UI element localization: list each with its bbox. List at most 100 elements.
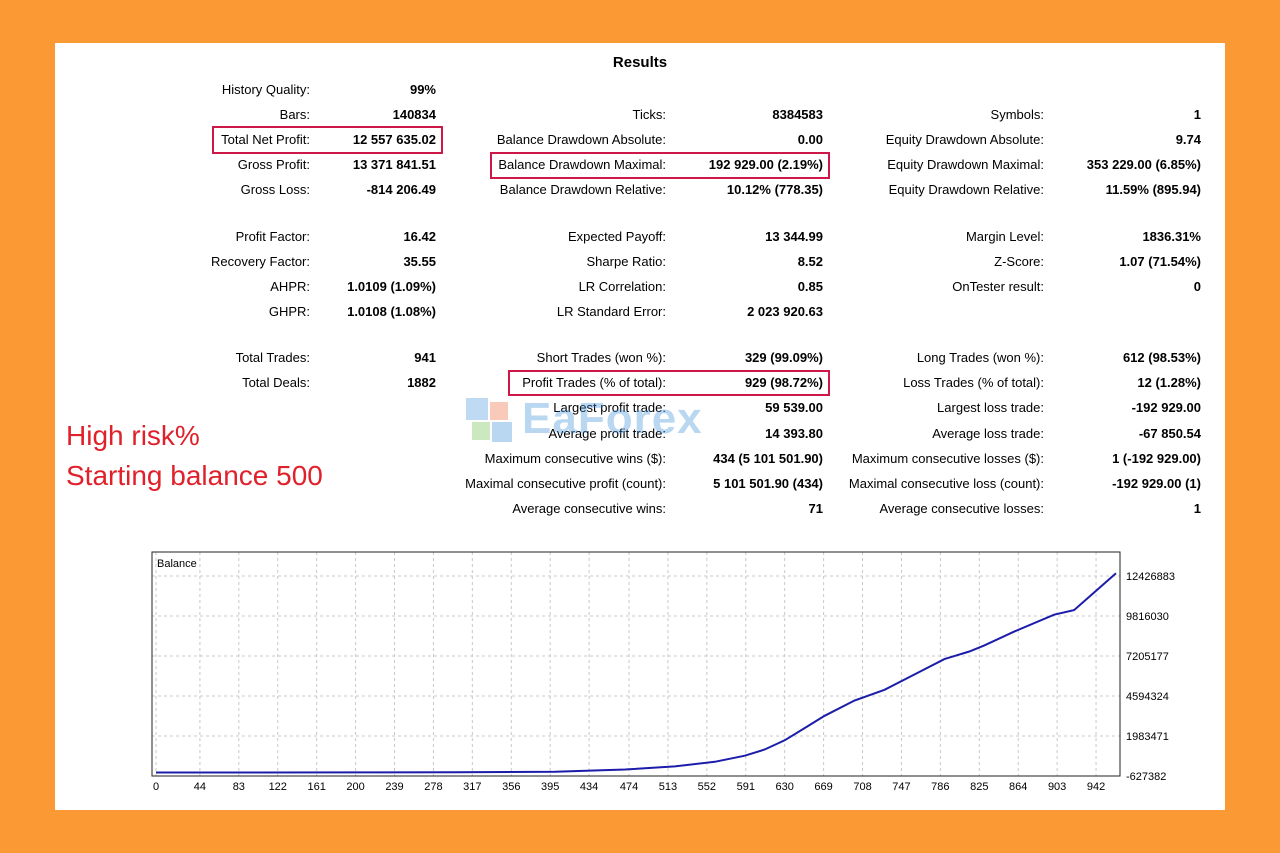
col2-label-10: Largest profit trade:	[553, 400, 666, 415]
col2-label-13: Maximal consecutive profit (count):	[465, 476, 666, 491]
x-tick-label: 708	[853, 781, 871, 793]
col1-label-10: Total Deals:	[242, 375, 310, 390]
col2-label-11: Average profit trade:	[548, 426, 666, 441]
x-tick-label: 747	[892, 781, 910, 793]
col2-value-2: 192 929.00 (2.19%)	[708, 157, 823, 172]
y-tick-label: -627382	[1126, 771, 1166, 783]
col3-label-8: Loss Trades (% of total):	[903, 375, 1044, 390]
col1-label-7: AHPR:	[270, 279, 310, 294]
col2-label-3: Balance Drawdown Relative:	[499, 182, 666, 197]
x-tick-label: 395	[541, 781, 559, 793]
col2-value-14: 71	[808, 501, 823, 516]
chart-title: Balance	[157, 558, 197, 570]
x-tick-label: 83	[233, 781, 245, 793]
col2-label-1: Balance Drawdown Absolute:	[496, 132, 666, 147]
watermark-text: EaForex	[522, 394, 703, 443]
x-tick-label: 317	[463, 781, 481, 793]
x-tick-label: 786	[931, 781, 949, 793]
x-tick-label: 630	[776, 781, 794, 793]
col1-label-4: Gross Loss:	[240, 182, 310, 197]
y-tick-label: 1983471	[1126, 731, 1169, 743]
col1-value-5: 16.42	[403, 229, 436, 244]
col3-value-10: -67 850.54	[1138, 426, 1201, 441]
col3-value-5: 1.07 (71.54%)	[1119, 254, 1201, 269]
col2-value-11: 14 393.80	[765, 426, 823, 441]
col1-value-10: 1882	[407, 375, 436, 390]
x-tick-label: 942	[1087, 781, 1105, 793]
col3-value-4: 1836.31%	[1142, 229, 1201, 244]
col1-value-6: 35.55	[403, 254, 436, 269]
watermark-emblem-icon	[466, 398, 512, 442]
col3-label-11: Maximum consecutive losses ($):	[851, 451, 1044, 466]
col1-value-8: 1.0108 (1.08%)	[347, 304, 436, 319]
x-tick-label: 513	[659, 781, 677, 793]
col2-label-9: Profit Trades (% of total):	[522, 375, 666, 390]
col1-label-0: History Quality:	[221, 82, 310, 97]
col1-value-7: 1.0109 (1.09%)	[347, 279, 436, 294]
chart-plot-area	[151, 551, 1121, 777]
x-tick-label: 239	[385, 781, 403, 793]
col3-value-12: -192 929.00 (1)	[1112, 476, 1201, 491]
results-panel	[55, 43, 1225, 810]
col2-value-1: 0.00	[797, 132, 823, 147]
col3-value-1: 9.74	[1175, 132, 1201, 147]
watermark-logo: EaForex	[462, 392, 762, 450]
col1-value-9: 941	[414, 350, 436, 365]
col3-label-10: Average loss trade:	[932, 426, 1044, 441]
col1-label-6: Recovery Factor:	[211, 254, 310, 269]
x-tick-label: 474	[620, 781, 638, 793]
col3-value-7: 612 (98.53%)	[1122, 350, 1201, 365]
col2-label-2: Balance Drawdown Maximal:	[498, 157, 666, 172]
col3-label-5: Z-Score:	[994, 254, 1044, 269]
col1-value-2: 12 557 635.02	[352, 132, 436, 147]
col1-value-3: 13 371 841.51	[352, 157, 436, 172]
col1-value-4: -814 206.49	[366, 182, 436, 197]
x-tick-label: 552	[698, 781, 716, 793]
col3-value-3: 11.59% (895.94)	[1105, 182, 1201, 197]
col3-label-9: Largest loss trade:	[937, 400, 1044, 415]
annotation-starting-balance: Starting balance 500	[66, 460, 323, 491]
x-tick-label: 356	[502, 781, 520, 793]
col2-value-6: 0.85	[797, 279, 823, 294]
col3-value-9: -192 929.00	[1131, 400, 1201, 415]
col2-label-7: LR Standard Error:	[556, 304, 666, 319]
col3-label-4: Margin Level:	[965, 229, 1044, 244]
col1-label-3: Gross Profit:	[237, 157, 310, 172]
col3-value-8: 12 (1.28%)	[1137, 375, 1201, 390]
col2-value-10: 59 539.00	[765, 400, 823, 415]
x-tick-label: 825	[970, 781, 988, 793]
x-tick-label: 591	[737, 781, 755, 793]
y-tick-label: 7205177	[1126, 651, 1169, 663]
col3-label-6: OnTester result:	[952, 279, 1044, 294]
x-tick-label: 903	[1048, 781, 1066, 793]
col3-label-0: Symbols:	[990, 107, 1044, 122]
col3-value-2: 353 229.00 (6.85%)	[1086, 157, 1201, 172]
x-tick-label: 44	[194, 781, 206, 793]
col1-value-1: 140834	[392, 107, 436, 122]
col2-value-5: 8.52	[797, 254, 823, 269]
col2-label-5: Sharpe Ratio:	[586, 254, 667, 269]
col3-label-3: Equity Drawdown Relative:	[888, 182, 1044, 197]
col2-value-7: 2 023 920.63	[747, 304, 823, 319]
x-tick-label: 122	[269, 781, 287, 793]
col3-label-12: Maximal consecutive loss (count):	[848, 476, 1044, 491]
col3-value-11: 1 (-192 929.00)	[1112, 451, 1201, 466]
highlight-balance-drawdown-maximal	[490, 152, 830, 179]
x-tick-label: 161	[307, 781, 325, 793]
balance-series-line	[156, 572, 1117, 774]
col2-value-12: 434 (5 101 501.90)	[713, 451, 823, 466]
col2-label-4: Expected Payoff:	[567, 229, 666, 244]
x-tick-label: 669	[814, 781, 832, 793]
col2-label-6: LR Correlation:	[578, 279, 666, 294]
col2-value-8: 329 (99.09%)	[744, 350, 823, 365]
col3-value-13: 1	[1193, 501, 1201, 516]
col1-label-8: GHPR:	[268, 304, 310, 319]
col1-label-5: Profit Factor:	[235, 229, 310, 244]
y-tick-label: 12426883	[1126, 571, 1175, 583]
col2-label-0: Ticks:	[632, 107, 666, 122]
results-title: Results	[612, 54, 668, 71]
col3-value-6: 0	[1193, 279, 1201, 294]
x-tick-label: 864	[1009, 781, 1027, 793]
col2-value-3: 10.12% (778.35)	[726, 182, 823, 197]
